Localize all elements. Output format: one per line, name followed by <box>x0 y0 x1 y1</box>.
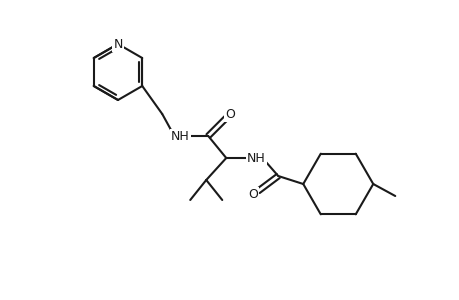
Text: N: N <box>113 38 123 50</box>
Text: NH: NH <box>170 130 189 142</box>
Text: O: O <box>225 107 235 121</box>
Text: NH: NH <box>246 152 265 164</box>
Text: O: O <box>248 188 257 200</box>
